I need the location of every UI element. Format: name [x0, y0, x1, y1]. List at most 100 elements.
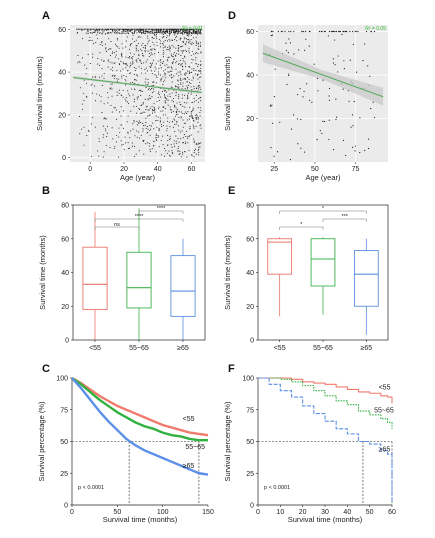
x-tick-label-F: 20	[299, 509, 307, 516]
data-point	[116, 91, 118, 93]
data-point	[162, 125, 165, 127]
data-point	[155, 63, 157, 65]
data-point	[151, 37, 153, 39]
data-point	[129, 43, 132, 45]
data-point	[88, 28, 90, 30]
data-point	[168, 56, 170, 58]
data-point	[143, 139, 145, 141]
data-point	[129, 30, 131, 32]
data-point	[138, 50, 140, 52]
data-point	[270, 105, 272, 107]
data-point	[194, 148, 196, 150]
data-point	[200, 124, 202, 126]
data-point	[140, 134, 142, 136]
data-point	[102, 31, 104, 33]
p-value-label-C: p < 0.0001	[78, 485, 104, 491]
data-point	[179, 39, 181, 41]
data-point	[101, 44, 103, 47]
data-point	[177, 29, 179, 32]
data-point	[109, 55, 111, 57]
data-point	[308, 45, 310, 47]
data-point	[189, 72, 191, 74]
y-tick-label-C: 100	[56, 376, 68, 383]
data-point	[170, 86, 172, 88]
data-point	[191, 51, 193, 53]
data-point	[159, 117, 161, 119]
data-point	[132, 128, 134, 130]
data-point	[97, 150, 99, 152]
data-point	[192, 124, 194, 126]
data-point	[183, 134, 185, 136]
data-point	[121, 56, 123, 58]
significance-label-B: ns	[114, 222, 120, 228]
data-point	[145, 117, 147, 119]
data-point	[169, 155, 171, 157]
data-point	[196, 32, 198, 34]
data-point	[196, 118, 198, 120]
data-point	[124, 63, 126, 65]
data-point	[197, 121, 199, 123]
data-point	[123, 149, 125, 151]
data-point	[132, 123, 134, 125]
data-point	[197, 52, 199, 54]
data-point	[116, 31, 118, 33]
data-point	[169, 106, 171, 108]
data-point	[196, 87, 198, 89]
data-point	[141, 31, 143, 33]
data-point	[183, 73, 186, 75]
trend-line-D	[262, 52, 384, 98]
data-point	[93, 43, 95, 45]
data-point	[114, 145, 116, 148]
data-point	[194, 73, 196, 75]
data-point	[195, 41, 198, 43]
data-point	[167, 28, 169, 30]
data-point	[179, 59, 181, 61]
data-point	[94, 100, 96, 102]
data-point	[145, 106, 147, 108]
data-point	[113, 107, 115, 109]
data-point	[155, 32, 157, 34]
data-point	[140, 94, 142, 97]
data-point	[311, 101, 313, 103]
data-point	[139, 31, 142, 33]
data-point	[124, 136, 126, 138]
data-point	[188, 33, 190, 36]
data-point	[151, 62, 154, 64]
data-point	[138, 131, 140, 133]
data-point	[308, 99, 311, 101]
data-point	[297, 143, 299, 145]
data-point	[162, 106, 164, 109]
data-point	[298, 49, 300, 51]
data-point	[156, 76, 158, 78]
data-point	[198, 142, 200, 144]
data-point	[169, 75, 171, 77]
data-point	[195, 115, 197, 117]
data-point	[121, 144, 123, 146]
series-label-F: 55~65	[374, 407, 394, 414]
data-point	[142, 122, 144, 124]
data-point	[183, 28, 186, 30]
data-point	[137, 31, 140, 33]
data-point	[186, 130, 188, 132]
data-point	[138, 108, 141, 110]
data-point	[140, 89, 142, 91]
data-point	[125, 40, 127, 42]
data-point	[186, 87, 188, 89]
data-point	[190, 43, 192, 45]
data-point	[175, 62, 177, 64]
data-point	[190, 39, 192, 41]
data-point	[136, 61, 138, 63]
data-point	[158, 38, 160, 41]
data-point	[185, 28, 187, 30]
data-point	[195, 94, 197, 97]
data-point	[195, 63, 197, 65]
data-point	[328, 87, 331, 90]
data-point	[166, 64, 168, 66]
y-tick-label-D: 20	[246, 116, 254, 123]
data-point	[180, 73, 182, 75]
scatter-points-A	[76, 28, 202, 158]
data-point	[199, 85, 201, 87]
data-point	[164, 108, 167, 110]
data-point	[183, 78, 185, 80]
data-point	[169, 70, 171, 72]
